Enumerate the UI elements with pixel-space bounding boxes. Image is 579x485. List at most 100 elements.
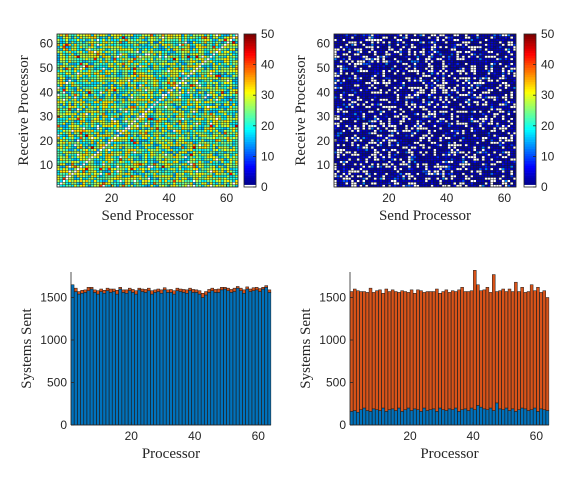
heatmap-cell (175, 127, 179, 130)
heatmap-cell (184, 88, 188, 92)
heatmap-cell (348, 155, 352, 159)
heatmap-cell (184, 103, 188, 106)
heatmap-cell (56, 88, 61, 92)
heatmap-cell (152, 55, 157, 59)
heatmap-cell (181, 45, 185, 49)
heatmap-cell (59, 45, 63, 49)
heatmap-cell (70, 143, 75, 147)
heatmap-cell (90, 143, 94, 147)
heatmap-cell (59, 119, 63, 123)
heatmap-cell (56, 167, 61, 171)
colorbar-segment (244, 134, 256, 138)
heatmap-cell (164, 38, 168, 42)
heatmap-cell (107, 72, 111, 75)
heatmap-cell (79, 158, 83, 161)
colorbar-segment (244, 153, 256, 157)
heatmap-cell (158, 122, 162, 126)
heatmap-cell (155, 95, 159, 99)
heatmap-cell (90, 79, 94, 82)
heatmap-cell (121, 40, 126, 44)
heatmap-cell (223, 148, 227, 152)
heatmap-cell (164, 115, 168, 118)
heatmap-cell (85, 170, 89, 173)
heatmap-cell (169, 69, 174, 73)
heatmap-cell (82, 141, 86, 145)
heatmap-cell (232, 107, 236, 111)
heatmap-cell (127, 50, 131, 54)
heatmap-cell (232, 95, 236, 99)
heatmap-cell (234, 136, 239, 140)
heatmap-cell (144, 124, 148, 128)
heatmap-cell (353, 141, 357, 145)
heatmap-cell (56, 117, 61, 121)
heatmap-cell (178, 177, 182, 181)
heatmap-cell (158, 182, 162, 185)
heatmap-cell (169, 170, 174, 173)
heatmap-cell (62, 172, 66, 176)
heatmap-cell (116, 141, 120, 145)
heatmap-cell (104, 48, 109, 51)
heatmap-cell (232, 79, 236, 82)
heatmap-cell (147, 115, 151, 118)
heatmap-cell (226, 162, 230, 166)
heatmap-cell (206, 86, 210, 90)
heatmap-cell (353, 103, 357, 106)
heatmap-cell (353, 182, 357, 185)
heatmap-cell (121, 170, 126, 173)
heatmap-cell (70, 55, 75, 59)
heatmap-cell (181, 112, 185, 116)
heatmap-cell (359, 93, 363, 97)
heatmap-cell (110, 100, 114, 104)
heatmap-cell (133, 84, 137, 87)
heatmap-cell (201, 62, 205, 66)
heatmap-cell (161, 72, 165, 75)
heatmap-cell (169, 107, 174, 111)
heatmap-cell (359, 179, 363, 183)
heatmap-cell (201, 162, 205, 166)
heatmap-cell (198, 129, 202, 133)
heatmap-cell (130, 100, 134, 104)
heatmap-cell (70, 182, 75, 185)
heatmap-cell (234, 146, 239, 149)
heatmap-cell (93, 153, 97, 157)
heatmap-cell (350, 167, 355, 171)
heatmap-cell (198, 131, 202, 135)
heatmap-cell (136, 117, 140, 121)
heatmap-cell (215, 86, 219, 90)
heatmap-cell (152, 62, 157, 66)
heatmap-cell (209, 79, 213, 82)
heatmap-cell (124, 139, 128, 142)
heatmap-cell (133, 57, 137, 61)
heatmap-cell (82, 43, 86, 47)
heatmap-cell (220, 136, 225, 140)
heatmap-cell (342, 117, 346, 121)
heatmap-cell (342, 141, 346, 145)
heatmap-cell (178, 134, 182, 137)
heatmap-cell (209, 110, 213, 114)
heatmap-cell (116, 122, 120, 126)
heatmap-cell (215, 105, 219, 109)
heatmap-cell (181, 179, 185, 183)
heatmap-cell (203, 107, 208, 111)
heatmap-cell (164, 158, 168, 161)
heatmap-cell (119, 115, 123, 118)
heatmap-cell (96, 84, 100, 87)
heatmap-cell (136, 55, 140, 59)
heatmap-cell (59, 141, 63, 145)
heatmap-cell (348, 55, 352, 59)
heatmap-cell (124, 100, 128, 104)
heatmap-cell (104, 79, 109, 82)
heatmap-cell (124, 158, 128, 161)
heatmap-cell (184, 177, 188, 181)
heatmap-cell (350, 72, 355, 75)
heatmap-cell (356, 81, 360, 85)
heatmap-cell (113, 60, 117, 63)
heatmap-cell (212, 115, 216, 118)
heatmap-cell (96, 100, 100, 104)
heatmap-cell (107, 129, 111, 133)
heatmap-cell (356, 182, 360, 185)
heatmap-cell (192, 146, 196, 149)
heatmap-cell (181, 131, 185, 135)
heatmap-cell (353, 170, 357, 173)
heatmap-cell (206, 91, 210, 94)
